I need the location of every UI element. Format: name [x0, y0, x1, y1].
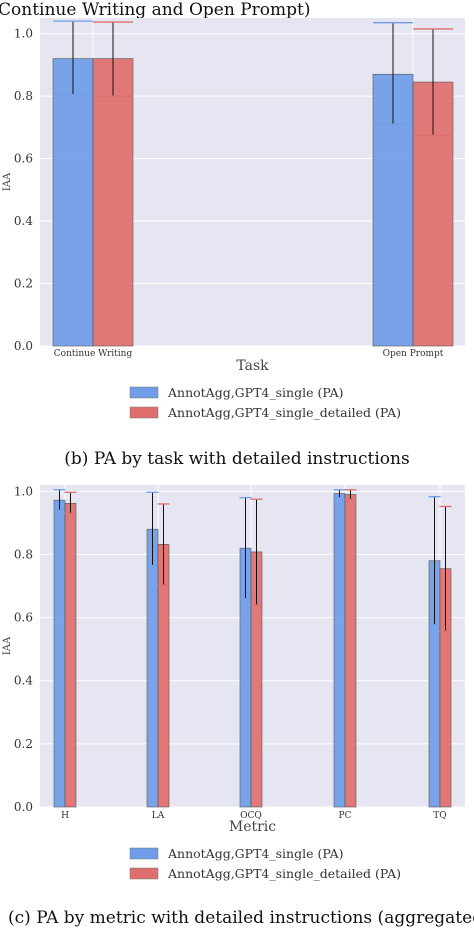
x-tick-label: Open Prompt: [383, 349, 444, 359]
caption-pa-by-task: (b) PA by task with detailed instruction…: [64, 449, 410, 469]
x-tick-label: H: [61, 811, 69, 821]
bar: [53, 499, 66, 808]
x-tick-label: LA: [152, 811, 165, 821]
legend-entry: AnnotAgg,GPT4_single_detailed (PA): [167, 405, 401, 420]
y-axis-label: IAA: [2, 172, 13, 191]
x-axis-label: Metric: [229, 819, 276, 835]
legend-entry: AnnotAgg,GPT4_single_detailed (PA): [167, 866, 401, 881]
y-tick-label: 0.6: [14, 611, 33, 625]
x-tick-label: Continue Writing: [54, 349, 133, 359]
x-tick-label: PC: [339, 811, 352, 821]
caption-top: Continue Writing and Open Prompt): [0, 0, 311, 20]
y-tick-label: 0.8: [14, 547, 33, 561]
bar: [92, 58, 134, 347]
bar: [146, 528, 159, 808]
bar: [372, 73, 414, 347]
y-tick-label: 0.8: [14, 89, 33, 103]
caption-pa-by-metric: (c) PA by metric with detailed instructi…: [8, 908, 474, 928]
y-axis-label: IAA: [2, 636, 13, 655]
legend-swatch: [129, 406, 159, 419]
legend-entry: AnnotAgg,GPT4_single (PA): [167, 846, 344, 861]
bar: [64, 503, 77, 808]
y-tick-label: 0.0: [14, 339, 33, 353]
x-axis-label: Task: [236, 358, 269, 374]
y-tick-label: 0.6: [14, 152, 33, 166]
bar: [52, 58, 94, 347]
x-tick-label: OCQ: [240, 811, 262, 821]
legend-swatch: [129, 386, 159, 399]
y-tick-label: 0.4: [14, 674, 33, 688]
legend-entry: AnnotAgg,GPT4_single (PA): [167, 385, 344, 400]
y-tick-label: 0.4: [14, 214, 33, 228]
y-tick-label: 1.0: [14, 484, 33, 498]
legend-swatch: [129, 867, 159, 880]
chart-pa-by-metric: 0.0 0.2 0.4 0.6 0.8 1.0 H LA OCQ PC TQ Metric IAA Ann…: [2, 484, 465, 881]
y-tick-label: 1.0: [14, 27, 33, 41]
bar: [333, 493, 346, 808]
legend-swatch: [129, 847, 159, 860]
bar: [344, 494, 357, 808]
y-tick-label: 0.2: [14, 737, 33, 751]
x-tick-label: TQ: [433, 811, 446, 821]
chart-pa-by-task: 0.0 0.2 0.4 0.6 0.8 1.0 Continue Writing Open P…: [2, 18, 465, 420]
y-tick-label: 0.2: [14, 277, 33, 291]
y-tick-label: 0.0: [14, 800, 33, 814]
